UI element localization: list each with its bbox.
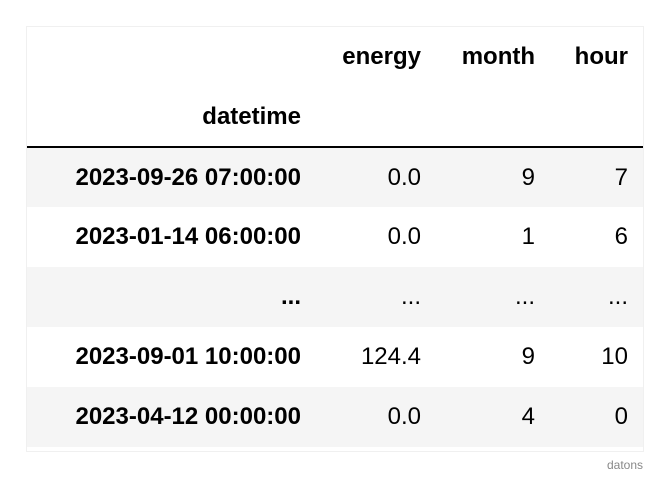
table-body: 2023-09-26 07:00:00 0.0 9 7 2023-01-14 06:00… [27,147,643,447]
cell: 6 [614,223,628,250]
row-index: 2023-01-14 06:00:00 [75,223,301,250]
row: 2023-04-12 00:00:00 0.0 4 0 [27,387,643,447]
cell: 1 [521,223,535,250]
cell: 0.0 [387,163,421,191]
blank [550,87,643,148]
column-header: energy [342,43,421,70]
table: energy month hour datetime 2023-09-26 07:0… [27,27,643,447]
cell: 10 [601,343,628,370]
row: 2023-09-01 10:00:00 124.4 9 10 [27,327,643,387]
dataframe: energy month hour datetime 2023-09-26 07:0… [27,27,643,451]
cell: 0.0 [387,403,421,430]
cell: 7 [614,163,628,191]
row-index: 2023-09-01 10:00:00 [75,343,301,370]
cell: 0.0 [387,223,421,250]
cell: 124.4 [360,343,421,370]
blank [436,87,550,148]
column-header: month [461,43,535,70]
cell: ... [607,283,628,310]
footer: datons [606,458,643,472]
index-name-row: datetime [27,87,643,148]
row-index: 2023-09-26 07:00:00 [75,163,301,191]
cell: ... [514,283,535,310]
corner [27,27,316,87]
blank [316,87,436,148]
cell: 9 [521,163,535,191]
row-index: 2023-04-12 00:00:00 [75,403,301,430]
cell: ... [400,283,421,310]
column-header: hour [574,43,628,70]
row-index: ... [280,283,301,310]
cell: 9 [521,343,535,370]
index-name: datetime [27,87,316,148]
cell: 4 [521,403,535,430]
row: 2023-01-14 06:00:00 0.0 1 6 [27,207,643,267]
row: 2023-09-26 07:00:00 0.0 9 7 [27,147,643,207]
column-header-row: energy month hour [27,27,643,87]
table-head: energy month hour datetime [27,27,643,148]
row: ............ [27,267,643,327]
cell: 0 [614,403,628,430]
